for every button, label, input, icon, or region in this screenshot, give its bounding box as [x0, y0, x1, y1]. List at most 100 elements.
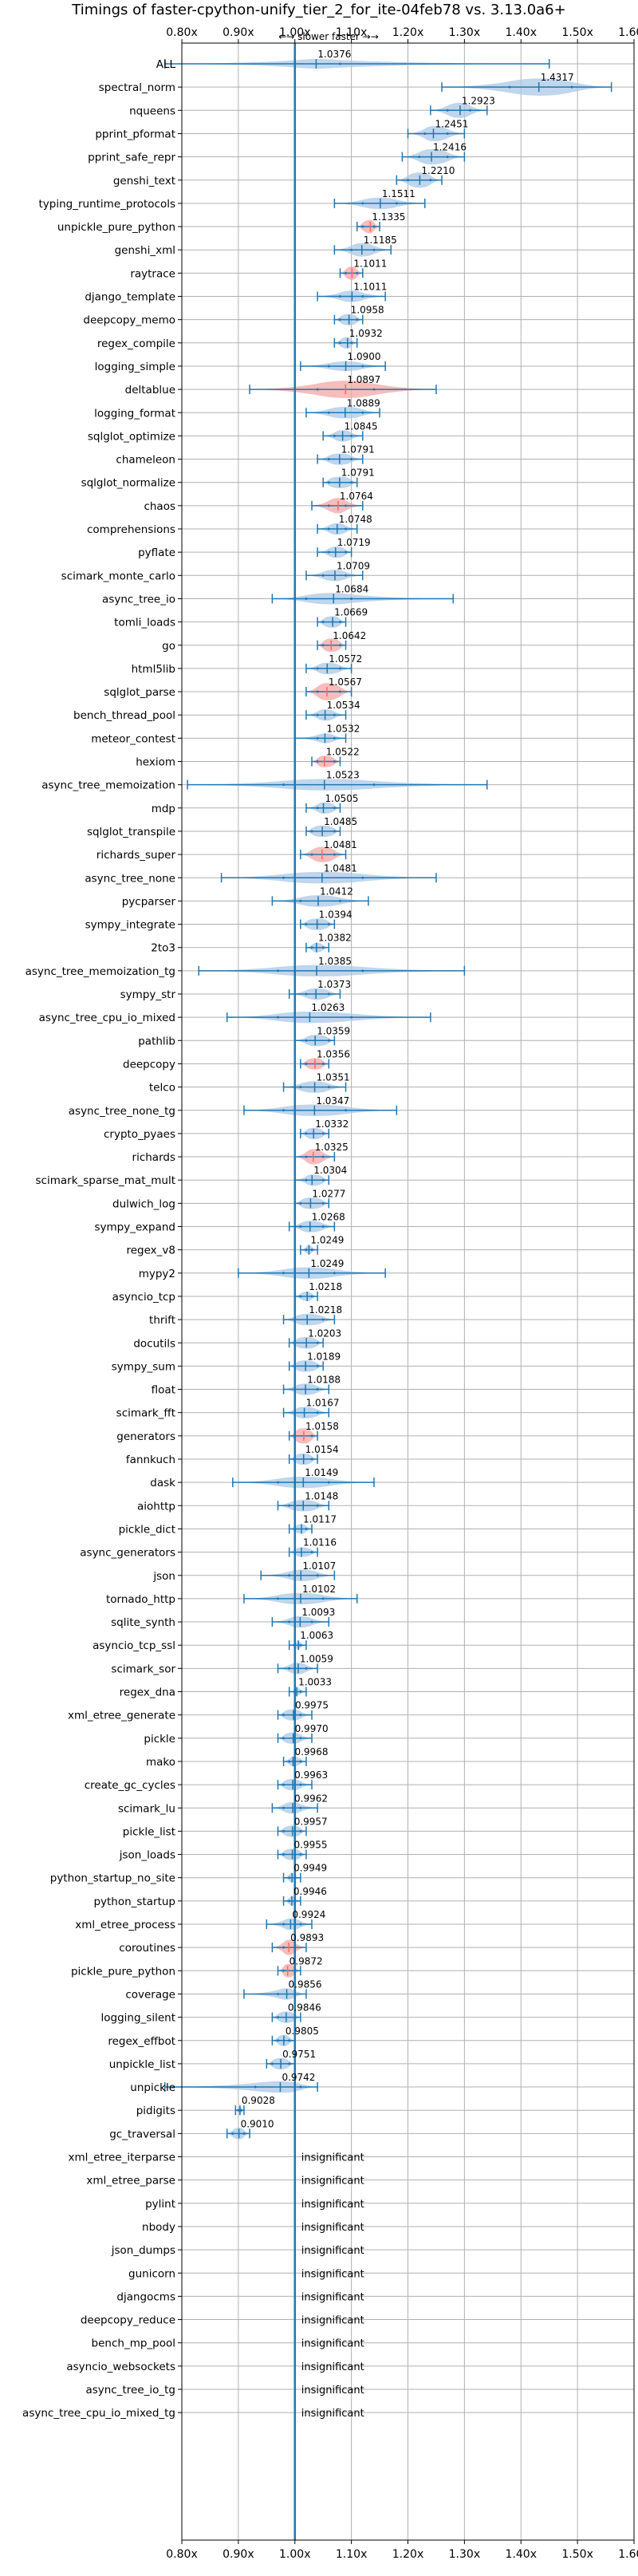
benchmark-label: json_loads — [119, 1849, 175, 1862]
violin-quartile-dot — [316, 388, 319, 391]
violin-quartile-dot — [299, 2085, 302, 2089]
violin-quartile-dot — [282, 1923, 286, 1926]
x-tick-label-bottom: 1.00x — [279, 2548, 310, 2561]
benchmark-label: coroutines — [119, 1942, 175, 1955]
benchmark-value-label: 1.2923 — [462, 95, 495, 106]
benchmark-value-label: 1.0373 — [317, 979, 351, 990]
violin-quartile-dot — [321, 1132, 325, 1135]
insignificant-label: insignificant — [301, 2222, 364, 2234]
benchmark-value-label: 1.0376 — [317, 49, 351, 60]
violin-quartile-dot — [361, 365, 364, 368]
labels-layer: 0.80x 0.80x 0.90x 0.90x 1.00x 1.00x 1.10x 1.10x… — [22, 26, 638, 2561]
benchmark-value-label: 1.0394 — [319, 909, 352, 921]
benchmark-value-label: 1.0189 — [307, 1351, 341, 1362]
benchmark-value-label: 0.9010 — [241, 2118, 274, 2129]
x-tick-label-top: 0.80x — [166, 26, 197, 39]
violin-quartile-dot — [395, 202, 398, 205]
benchmark-value-label: 0.9946 — [293, 1886, 327, 1897]
violin-quartile-dot — [299, 1225, 302, 1228]
benchmark-value-label: 1.1011 — [353, 258, 387, 269]
benchmark-label: async_tree_none_tg — [69, 1105, 175, 1118]
violin-quartile-dot — [338, 644, 341, 647]
violin-quartile-dot — [423, 132, 427, 135]
benchmark-label: scimark_lu — [118, 1802, 175, 1815]
violin-quartile-dot — [321, 621, 325, 624]
benchmark-value-label: 1.0117 — [303, 1513, 337, 1525]
benchmark-value-label: 1.0889 — [347, 397, 380, 408]
insignificant-label: insignificant — [301, 2152, 364, 2164]
benchmark-label: mypy2 — [139, 1268, 175, 1280]
violin-quartile-dot — [361, 411, 364, 414]
benchmark-label: go — [162, 640, 175, 653]
violin-quartile-dot — [327, 550, 330, 554]
benchmark-value-label: 0.9957 — [294, 1816, 328, 1827]
benchmark-label: json — [152, 1570, 175, 1583]
insignificant-label: insignificant — [301, 2291, 364, 2303]
violin-quartile-dot — [333, 736, 336, 740]
benchmark-label: sqlglot_normalize — [81, 477, 175, 490]
x-tick-label-top: 0.90x — [223, 26, 254, 39]
violin-quartile-dot — [333, 830, 336, 833]
benchmark-label: deepcopy — [123, 1058, 175, 1071]
benchmark-label: 2to3 — [151, 942, 175, 955]
violin-quartile-dot — [321, 1225, 325, 1228]
benchmark-value-label: 1.0093 — [301, 1607, 335, 1618]
benchmark-label: nbody — [142, 2221, 175, 2234]
benchmark-label: bench_mp_pool — [92, 2337, 175, 2350]
violin-quartile-dot — [333, 434, 336, 437]
violin-quartile-dot — [305, 1178, 308, 1181]
insignificant-label: insignificant — [301, 2176, 364, 2187]
violin-quartile-dot — [299, 1295, 302, 1298]
benchmark-value-label: 1.0481 — [324, 839, 357, 850]
benchmark-label: pickle_dict — [119, 1523, 175, 1536]
violin-quartile-dot — [327, 411, 330, 414]
benchmark-value-label: 1.0523 — [326, 770, 360, 781]
violin-quartile-dot — [316, 1364, 319, 1367]
benchmark-label: regex_effbot — [108, 2035, 175, 2048]
violin-quartile-dot — [282, 876, 286, 879]
violin-quartile-dot — [305, 1132, 308, 1135]
benchmark-value-label: 1.0154 — [305, 1444, 339, 1455]
violin-quartile-dot — [282, 1969, 286, 1972]
violin-quartile-dot — [231, 2132, 234, 2135]
violin-quartile-dot — [372, 783, 376, 787]
benchmark-label: asyncio_websockets — [66, 2361, 175, 2373]
benchmark-label: nqueens — [129, 105, 175, 117]
benchmark-value-label: 1.0203 — [308, 1327, 341, 1339]
violin-quartile-dot — [288, 1760, 291, 1763]
benchmark-value-label: 1.0748 — [339, 514, 372, 525]
x-tick-label-bottom: 0.80x — [166, 2548, 197, 2561]
violin-quartile-dot — [327, 923, 330, 926]
x-tick-label-top: 1.20x — [392, 26, 423, 39]
violin-quartile-dot — [254, 2085, 257, 2089]
violin-quartile-dot — [338, 899, 341, 902]
violin-quartile-dot — [276, 1016, 279, 1019]
violin-quartile-dot — [350, 597, 353, 600]
violin-quartile-dot — [345, 504, 348, 507]
violin-quartile-dot — [310, 1620, 313, 1623]
violin-quartile-dot — [282, 783, 286, 787]
benchmark-value-label: 1.2210 — [421, 165, 455, 176]
violin-quartile-dot — [345, 550, 348, 554]
benchmark-value-label: 1.0522 — [326, 747, 360, 758]
benchmark-value-label: 1.1011 — [353, 282, 387, 293]
benchmark-value-label: 1.0845 — [345, 420, 378, 432]
benchmark-label: logging_format — [94, 407, 175, 420]
benchmark-label: generators — [116, 1430, 175, 1443]
violin-quartile-dot — [407, 179, 409, 182]
benchmark-label: python_startup — [93, 1896, 175, 1908]
violin-quartile-dot — [327, 1039, 330, 1042]
benchmark-label: html5lib — [132, 663, 175, 676]
violin-quartile-dot — [288, 2039, 291, 2042]
violin-quartile-dot — [316, 667, 319, 670]
benchmark-value-label: 0.9968 — [294, 1746, 328, 1757]
benchmark-label: float — [152, 1384, 175, 1397]
benchmark-label: pickle — [144, 1733, 175, 1746]
benchmark-value-label: 1.1335 — [372, 211, 405, 223]
benchmark-label: scimark_sparse_mat_mult — [36, 1174, 175, 1187]
violin-quartile-dot — [333, 807, 336, 810]
benchmark-value-label: 1.0277 — [312, 1188, 345, 1199]
benchmark-label: deepcopy_memo — [83, 314, 175, 327]
benchmark-label: pyflate — [138, 546, 175, 559]
violin-quartile-dot — [310, 1295, 313, 1298]
